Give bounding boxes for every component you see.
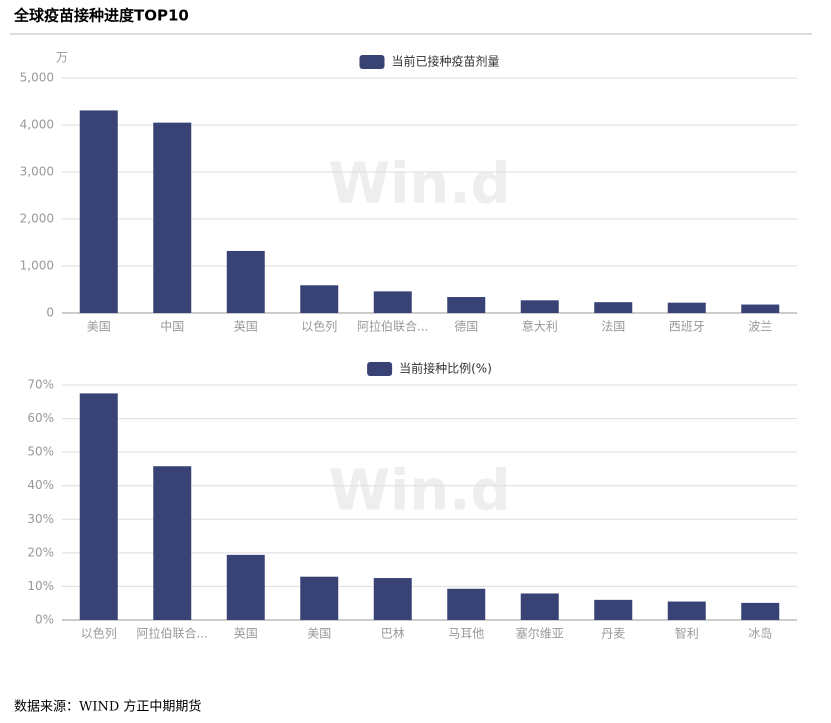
bar: [79, 393, 118, 620]
y-unit: 万: [56, 51, 68, 65]
bar: [300, 285, 339, 313]
bar: [667, 601, 706, 620]
x-tick-label: 英国: [234, 627, 258, 641]
watermark: Win.d: [328, 459, 510, 524]
bar: [226, 250, 265, 313]
source-note: 数据来源：WIND 方正中期期货: [14, 699, 201, 715]
y-tick-label: 10%: [27, 579, 54, 593]
x-tick-label: 阿拉伯联合...: [137, 626, 208, 641]
legend-swatch: [359, 55, 385, 69]
bar: [300, 576, 339, 620]
y-tick-label: 70%: [27, 378, 54, 392]
bar: [153, 122, 192, 314]
x-tick-label: 美国: [87, 320, 111, 334]
bar: [594, 599, 633, 620]
bar: [741, 304, 780, 313]
x-tick-label: 以色列: [301, 320, 337, 334]
x-tick-label: 美国: [307, 627, 331, 641]
legend-swatch: [367, 362, 393, 376]
y-tick-label: 60%: [27, 411, 54, 425]
bar: [594, 302, 633, 313]
y-tick-label: 30%: [27, 512, 54, 526]
page-title: 全球疫苗接种进度TOP10: [13, 7, 189, 25]
bar: [79, 110, 118, 314]
y-tick-label: 0%: [35, 613, 54, 627]
y-tick-label: 20%: [27, 545, 54, 559]
x-tick-label: 阿拉伯联合...: [357, 319, 428, 334]
x-tick-label: 丹麦: [601, 627, 625, 641]
y-tick-label: 4,000: [20, 118, 54, 132]
bar: [741, 602, 780, 620]
x-tick-label: 中国: [160, 319, 184, 334]
bar: [153, 466, 192, 620]
x-tick-label: 德国: [454, 319, 478, 334]
y-tick-label: 5,000: [20, 71, 54, 85]
bar: [520, 593, 559, 620]
y-tick-label: 50%: [27, 445, 54, 459]
bar: [667, 302, 706, 313]
bar: [447, 588, 486, 620]
watermark: Win.d: [328, 152, 510, 217]
y-tick-label: 0: [46, 306, 54, 320]
x-tick-label: 以色列: [81, 627, 117, 641]
y-tick-label: 2,000: [20, 212, 54, 226]
x-tick-label: 智利: [675, 626, 699, 641]
legend-label: 当前接种比例(%): [399, 361, 492, 376]
y-tick-label: 3,000: [20, 165, 54, 179]
x-tick-label: 巴林: [381, 627, 405, 641]
bar: [520, 300, 559, 313]
x-tick-label: 冰岛: [748, 626, 772, 641]
x-tick-label: 马耳他: [448, 627, 484, 641]
x-tick-label: 英国: [234, 320, 258, 334]
y-tick-label: 40%: [27, 478, 54, 492]
legend-label: 当前已接种疫苗剂量: [391, 54, 499, 69]
bar: [447, 297, 486, 313]
x-tick-label: 塞尔维亚: [516, 626, 564, 641]
y-tick-label: 1,000: [20, 259, 54, 273]
bar: [226, 554, 265, 620]
x-tick-label: 意大利: [522, 319, 558, 334]
x-tick-label: 西班牙: [669, 320, 705, 334]
x-tick-label: 波兰: [748, 320, 772, 334]
bar: [373, 291, 412, 313]
bar: [373, 578, 412, 620]
x-tick-label: 法国: [601, 320, 625, 334]
